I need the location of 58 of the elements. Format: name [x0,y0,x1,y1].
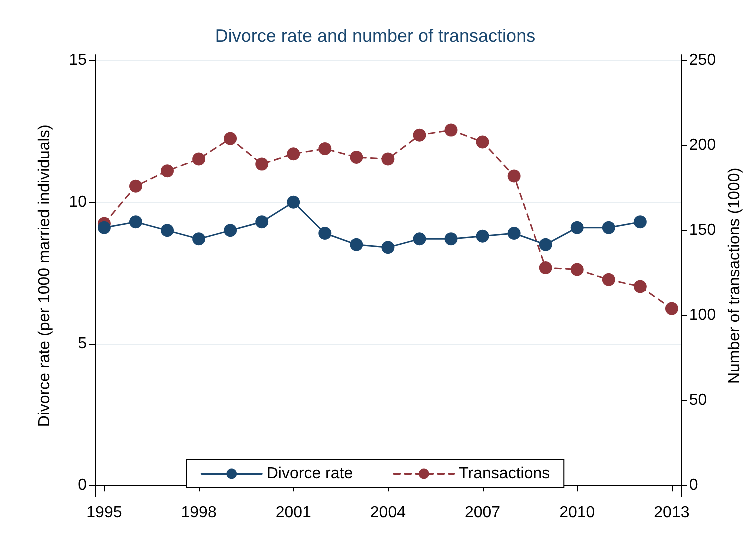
point [570,221,584,234]
y2-tick-label: 0 [689,477,698,494]
point [476,230,490,243]
point [444,232,458,246]
point [256,158,269,171]
point [508,227,521,240]
y2-tick-label: 150 [689,222,716,240]
y-tick-label: 15 [69,52,88,70]
x-tick-label: 2013 [654,504,690,522]
point [192,232,206,246]
x-tick-label: 1998 [181,504,217,522]
point [665,302,678,316]
point [602,221,616,234]
point [539,238,552,252]
point [508,170,521,183]
point [98,221,111,234]
y-tick-label: 10 [69,194,88,211]
point [224,224,238,238]
point [318,227,332,240]
point [287,148,300,161]
point [350,238,364,252]
point [318,142,332,156]
x-tick-label: 2010 [560,504,596,522]
x-tick-label: 2004 [370,504,406,522]
point [350,151,364,164]
x-tick-label: 2001 [276,504,312,522]
y2-tick-label: 200 [689,137,716,154]
point [382,241,395,254]
point [161,224,174,238]
y2-tick-label: 50 [689,392,708,410]
point [413,128,426,142]
point [476,136,490,149]
point [444,124,458,137]
y2-axis-title: Number of transactions (1000) [726,168,744,384]
y-tick-label: 5 [78,336,88,352]
y-axis-title: Divorce rate (per 1000 married individuals) [36,124,54,428]
point [634,280,647,294]
y2-tick-label: 100 [689,307,716,324]
point [602,273,616,286]
point [161,164,174,178]
x-tick-label: 1995 [86,504,122,522]
y-tick-label: 0 [78,477,88,494]
point [130,180,142,193]
point [256,216,269,229]
point [634,216,647,229]
y2-tick-label: 250 [689,52,716,70]
point [224,132,238,146]
chart-title: Divorce rate and number of transactions [215,26,536,46]
point [539,262,552,275]
x-tick-label: 2007 [464,504,501,522]
point [130,216,142,229]
legend-label: Transactions [459,466,550,482]
point [570,263,584,276]
point [287,196,300,209]
legend-label: Divorce rate [266,466,354,482]
point [192,152,206,166]
point [382,152,395,166]
point [413,232,426,246]
